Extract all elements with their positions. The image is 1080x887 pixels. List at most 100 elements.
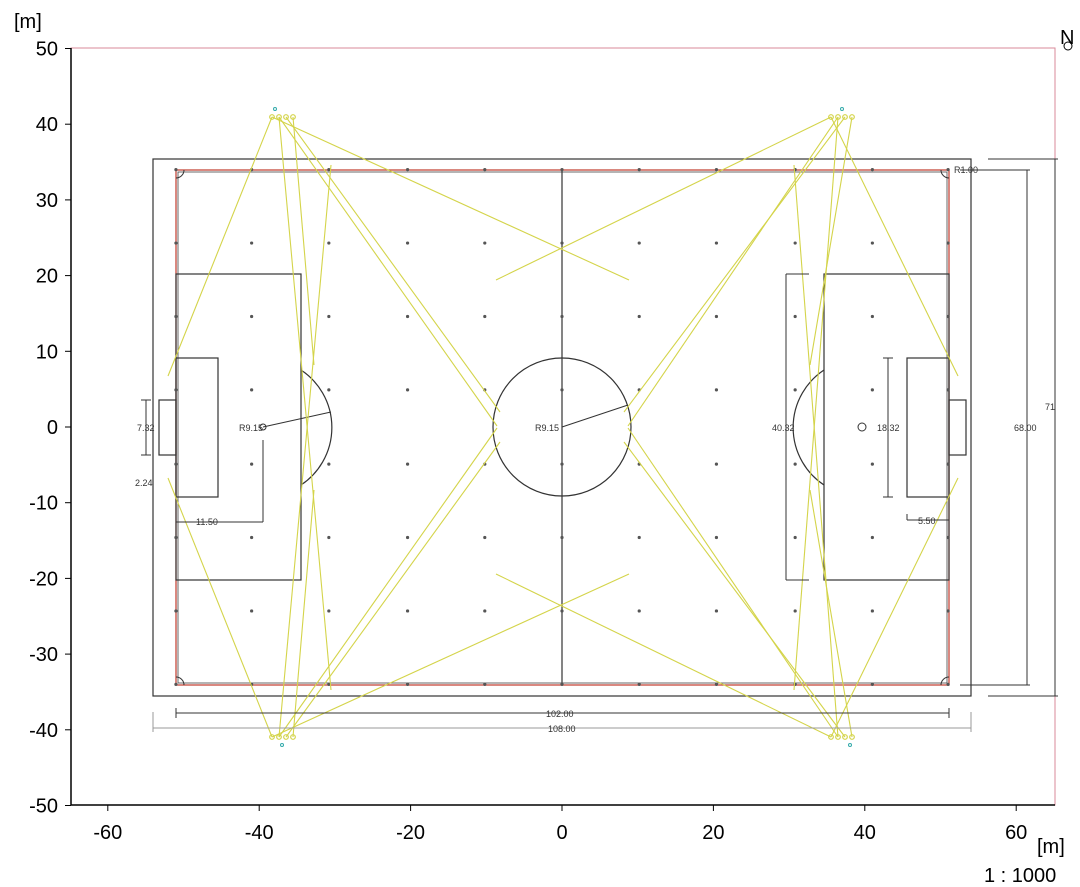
grid-point	[946, 314, 950, 319]
centre-radius-line	[561, 404, 629, 428]
light-beam	[292, 116, 315, 366]
y-tick-label: 40	[36, 114, 58, 136]
y-tick-label: 10	[36, 341, 58, 363]
dim-goal-width: 7.32	[137, 423, 155, 433]
grid-point	[174, 241, 178, 245]
floodlight-luminaire	[283, 114, 289, 120]
x-unit-label: [m]	[1037, 836, 1065, 858]
floodlight-mast	[280, 743, 284, 747]
floodlight-luminaire	[835, 734, 841, 740]
left-arc-radius-line	[262, 411, 332, 428]
light-beam	[292, 489, 315, 738]
grid-point	[793, 388, 797, 392]
floodlight-luminaire	[276, 114, 282, 120]
grid-point	[946, 535, 950, 540]
light-beam	[278, 427, 498, 738]
grid-point	[793, 535, 797, 540]
y-tick-label: -10	[29, 493, 58, 515]
right-goal	[948, 399, 967, 456]
grid-point	[483, 535, 487, 540]
grid-point	[793, 314, 797, 319]
dim-penalty-spot-distance: 11.50	[196, 517, 218, 527]
light-beam	[278, 116, 498, 427]
grid-point	[793, 241, 797, 245]
grid-point	[560, 314, 564, 319]
grid-point	[560, 462, 564, 466]
grid-point	[174, 314, 178, 319]
grid-point	[714, 168, 719, 172]
dimension-lines	[141, 158, 1058, 732]
grid-point	[793, 462, 797, 466]
grid-point	[946, 168, 950, 172]
light-beam	[271, 573, 630, 738]
light-beam	[167, 116, 273, 377]
light-beam	[809, 116, 853, 366]
light-beam	[278, 164, 332, 738]
grid-point	[327, 535, 331, 540]
grid-point	[327, 462, 331, 466]
dim-penalty-area-width: 40.32	[772, 423, 795, 433]
dim-goal-area-offset: 2.24	[135, 478, 153, 488]
measurement-grid	[174, 168, 950, 686]
x-tick-label: 0	[556, 822, 567, 844]
light-beam	[627, 427, 839, 738]
grid-point	[793, 609, 797, 613]
dim-goal-area-width: 18.32	[877, 423, 900, 433]
floodlight-luminaire	[828, 114, 834, 120]
floodlight-luminaire	[290, 114, 296, 120]
grid-point	[405, 535, 410, 540]
grid-point	[560, 682, 564, 686]
light-beam	[495, 116, 832, 281]
grid-point	[946, 682, 950, 686]
y-unit-label: [m]	[14, 11, 42, 33]
grid-point	[714, 388, 719, 392]
grid-point	[870, 535, 874, 540]
grid-point	[327, 168, 331, 172]
grid-point	[870, 241, 874, 245]
corner-arc-br	[940, 676, 950, 686]
grid-point	[637, 241, 641, 245]
y-tick-label: 30	[36, 190, 58, 212]
y-axis-ticks: 50 40 30 20 10 0 -10 -20 -30 -40 -50	[29, 39, 71, 818]
corner-arc-tl	[175, 169, 185, 179]
light-beam	[285, 441, 501, 738]
grid-point	[714, 682, 719, 686]
grid-point	[637, 609, 641, 613]
floodlight-luminaire	[842, 734, 848, 740]
right-goal-area	[906, 357, 950, 498]
grid-point	[560, 388, 564, 392]
grid-point	[560, 609, 564, 613]
left-penalty-arc	[300, 369, 333, 486]
grid-point	[637, 168, 641, 172]
dim-penalty-arc-radius: R9.15	[239, 423, 263, 433]
grid-point	[870, 682, 874, 686]
grid-point	[560, 241, 564, 245]
x-tick-label: 40	[854, 822, 876, 844]
grid-point	[946, 241, 950, 245]
light-beam	[830, 116, 959, 377]
dim-center-radius: R9.15	[535, 423, 559, 433]
light-beam	[167, 477, 273, 738]
grid-point	[637, 535, 641, 540]
right-penalty-spot	[857, 422, 867, 432]
floodlight-luminaire	[276, 734, 282, 740]
grid-point	[327, 609, 331, 613]
right-penalty-arc	[792, 369, 825, 486]
light-beam	[623, 441, 846, 738]
light-beam	[793, 116, 839, 691]
grid-point	[405, 168, 410, 172]
floodlight-luminaire	[849, 734, 855, 740]
left-penalty-spot	[259, 423, 267, 431]
grid-point	[250, 535, 254, 540]
grid-point	[327, 388, 331, 392]
grid-point	[637, 682, 641, 686]
grid-point	[714, 609, 719, 613]
grid-point	[560, 168, 564, 172]
light-beam	[793, 164, 839, 738]
centre-circle	[492, 357, 632, 497]
floodlight-luminaire	[269, 114, 275, 120]
grid-point	[405, 462, 410, 466]
grid-point	[870, 609, 874, 613]
grid-point	[405, 388, 410, 392]
grid-point	[174, 682, 178, 686]
